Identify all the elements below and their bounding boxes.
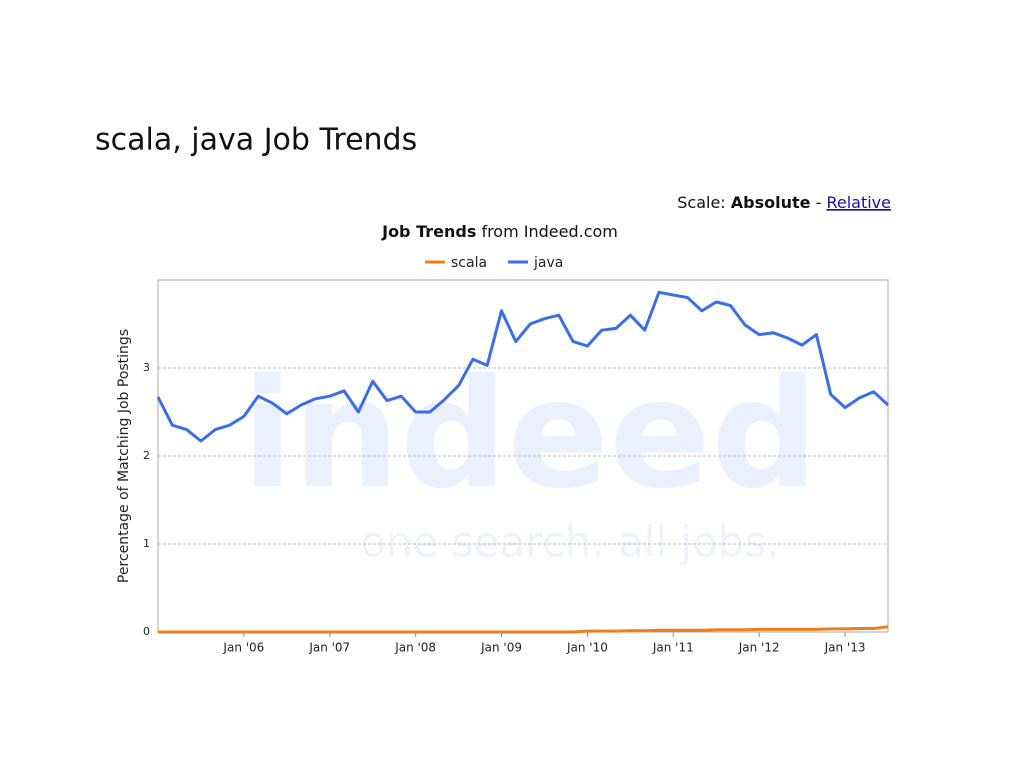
x-tick-label: Jan '08 (394, 641, 436, 655)
y-tick-label: 0 (143, 625, 150, 638)
scale-control: Scale: Absolute - Relative (677, 193, 891, 212)
series-line (158, 625, 889, 634)
chart-title-group: Job Trends from Indeed.com (381, 222, 618, 241)
x-tick-label: Jan '10 (566, 641, 608, 655)
y-tick-label: 1 (143, 537, 150, 550)
x-tick-label: Jan '11 (652, 641, 694, 655)
legend-label: java (533, 255, 563, 271)
watermark: indeed one search. all jobs. (242, 348, 818, 567)
x-tick-label: Jan '07 (308, 641, 350, 655)
scale-relative[interactable]: Relative (826, 193, 891, 212)
scale-separator: - (816, 193, 822, 212)
legend-label: scala (451, 255, 487, 271)
x-tick-label: Jan '09 (480, 641, 522, 655)
watermark-tagline: one search. all jobs. (360, 518, 779, 567)
page-title: scala, java Job Trends (95, 123, 417, 158)
chart-title: Job Trends (381, 222, 476, 241)
scale-current: Absolute (731, 193, 811, 212)
scale-relative-link[interactable]: Relative (826, 193, 891, 212)
chart-subtitle: from Indeed.com (481, 222, 617, 241)
y-axis-label: Percentage of Matching Job Postings (116, 329, 132, 583)
scale-label: Scale: (677, 193, 725, 212)
watermark-logo: indeed (242, 348, 818, 522)
x-tick-label: Jan '06 (222, 641, 264, 655)
y-tick-label: 3 (143, 361, 150, 374)
y-tick-label: 2 (143, 449, 150, 462)
x-tick-label: Jan '13 (824, 641, 866, 655)
series-line (156, 290, 890, 443)
x-tick-label: Jan '12 (738, 641, 780, 655)
